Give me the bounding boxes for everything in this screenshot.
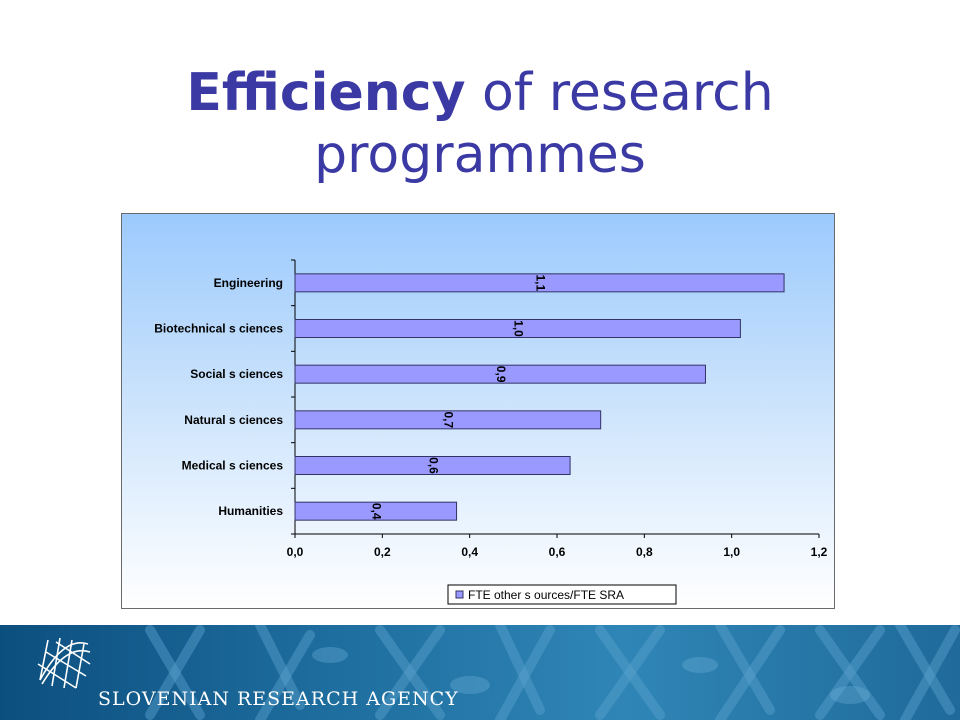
x-tick-label: 0,6 [549, 545, 566, 559]
data-label: 0,9 [494, 366, 508, 383]
chart-area: Engineering 1,1 Biotechnical s ciences 1,0 S… [121, 213, 835, 609]
footer-banner [0, 625, 960, 720]
bar-1 [294, 319, 741, 338]
x-tick-label: 0,8 [636, 545, 653, 559]
category-label: Humanities [218, 504, 283, 518]
data-label: 0,4 [370, 503, 384, 520]
x-tick-label: 0,2 [374, 545, 391, 559]
bar-5 [294, 501, 458, 521]
footer-decoration [145, 625, 960, 720]
title-rest: of research [465, 63, 774, 123]
bar-4 [294, 456, 571, 475]
bar-2 [294, 364, 706, 384]
category-label: Medical s ciences [182, 459, 284, 473]
legend-label: FTE other s ources/FTE SRA [468, 588, 624, 602]
legend-box [447, 584, 677, 605]
x-tick-label: 1,0 [723, 545, 740, 559]
data-label: 1,0 [512, 320, 526, 337]
title-line2: programmes [314, 125, 646, 185]
title-bold: Efficiency [186, 63, 466, 123]
category-label: Natural s ciences [184, 413, 283, 427]
slide-title: Efficiency of research programmes [0, 62, 960, 186]
x-tick-label: 1,2 [811, 545, 828, 559]
data-label: 0,7 [442, 411, 456, 428]
data-label: 0,6 [426, 457, 440, 474]
sra-globe-grid-icon [37, 637, 91, 689]
bar-3 [294, 410, 602, 430]
legend-swatch [455, 590, 464, 599]
x-tick-label: 0,4 [461, 545, 478, 559]
bar-0 [294, 273, 785, 293]
category-label: Biotechnical s ciences [154, 322, 283, 336]
x-tick-label: 0,0 [287, 545, 304, 559]
agency-name: SLOVENIAN RESEARCH AGENCY [98, 688, 459, 710]
bar-chart: Engineering 1,1 Biotechnical s ciences 1,0 S… [154, 259, 828, 605]
data-label: 1,1 [533, 274, 547, 291]
category-label: Engineering [214, 276, 283, 290]
category-label: Social s ciences [190, 367, 283, 381]
